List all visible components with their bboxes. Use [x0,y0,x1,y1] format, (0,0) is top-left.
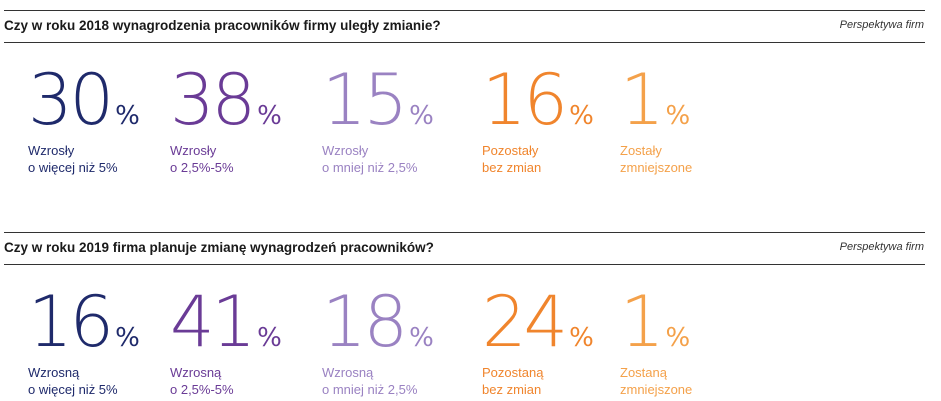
stat-value: 41 [170,281,256,363]
percent-sign: % [115,101,140,131]
percent-sign: % [665,101,691,131]
percent-sign: % [569,101,594,131]
stat-block: 16 % Pozostały bez zmian [482,58,642,176]
stat-label-line1: Zostały [620,143,662,158]
stat-value: 18 [322,281,408,363]
stat-value: 30 [28,59,114,141]
source-label: Perspektywa firm [839,241,924,253]
stat-label-line1: Pozostaną [482,365,544,380]
bottom-divider [4,42,925,43]
percent-sign: % [569,323,594,353]
top-divider [4,232,925,233]
stat-block: 18 % Wzrosną o mniej niż 2,5% [322,280,482,398]
stat-label-line2: bez zmian [482,382,542,397]
percent-sign: % [409,101,434,131]
stat-value: 38 [170,59,256,141]
stat-label-line2: o 2,5%-5% [170,382,234,397]
stat-label-line2: o mniej niż 2,5% [322,382,418,397]
percent-sign: % [257,101,282,131]
stat-block: 1 % Zostały zmniejszone [620,58,780,176]
stat-block: 38 % Wzrosły o 2,5%-5% [170,58,330,176]
question-title: Czy w roku 2019 firma planuje zmianę wyn… [4,240,434,255]
percent-sign: % [665,323,691,353]
stat-label-line1: Zostaną [620,365,667,380]
stat-value: 15 [322,59,408,141]
percent-sign: % [409,323,434,353]
stat-block: 24 % Pozostaną bez zmian [482,280,642,398]
source-label: Perspektywa firm [839,19,924,31]
stat-block: 30 % Wzrosły o więcej niż 5% [28,58,188,176]
stat-label-line1: Pozostały [482,143,539,158]
stat-label-line1: Wzrosły [322,143,369,158]
stat-value: 16 [28,281,114,363]
stat-label-line2: o mniej niż 2,5% [322,160,418,175]
stat-label-line1: Wzrosną [322,365,374,380]
stat-value: 24 [482,281,568,363]
stat-label-line2: o 2,5%-5% [170,160,234,175]
stat-value: 1 [620,281,665,363]
stat-label-line2: bez zmian [482,160,542,175]
bottom-divider [4,264,925,265]
stat-block: 16 % Wzrosną o więcej niż 5% [28,280,188,398]
stat-label-line1: Wzrosną [170,365,222,380]
stat-block: 15 % Wzrosły o mniej niż 2,5% [322,58,482,176]
stat-label-line2: o więcej niż 5% [28,382,118,397]
stat-block: 41 % Wzrosną o 2,5%-5% [170,280,330,398]
stat-label-line2: o więcej niż 5% [28,160,118,175]
stat-label-line1: Wzrosną [28,365,80,380]
percent-sign: % [115,323,140,353]
stat-label-line1: Wzrosły [170,143,217,158]
stat-label-line2: zmniejszone [620,382,693,397]
stat-value: 16 [482,59,568,141]
stat-label-line2: zmniejszone [620,160,693,175]
stat-value: 1 [620,59,665,141]
question-title: Czy w roku 2018 wynagrodzenia pracownikó… [4,18,441,33]
stat-label-line1: Wzrosły [28,143,75,158]
stat-block: 1 % Zostaną zmniejszone [620,280,780,398]
percent-sign: % [257,323,282,353]
top-divider [4,10,925,11]
